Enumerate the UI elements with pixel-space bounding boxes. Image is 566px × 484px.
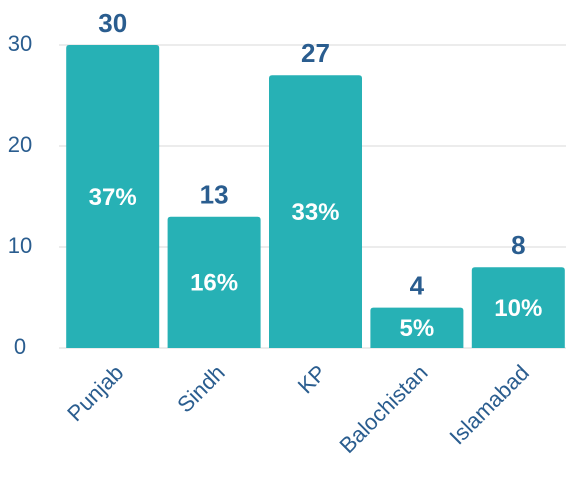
bar — [471, 267, 565, 348]
x-tick-label: Islamabad — [444, 360, 533, 449]
bar — [269, 75, 362, 349]
value-label: 13 — [200, 180, 229, 210]
y-tick-label: 30 — [8, 31, 32, 56]
bar — [167, 216, 261, 348]
bar — [370, 307, 464, 348]
y-tick-label: 10 — [8, 233, 32, 258]
value-label: 8 — [511, 230, 525, 260]
x-tick-label: Balochistan — [334, 360, 432, 458]
percent-label: 10% — [494, 295, 542, 322]
value-label: 27 — [301, 38, 330, 68]
percent-label: 16% — [190, 270, 238, 297]
y-tick-label: 0 — [14, 334, 26, 359]
y-tick-label: 20 — [8, 132, 32, 157]
percent-label: 33% — [291, 199, 339, 226]
x-tick-label: KP — [293, 360, 331, 398]
value-label: 30 — [98, 8, 127, 38]
x-tick-label: Punjab — [62, 360, 128, 426]
bar — [66, 45, 160, 348]
percent-label: 5% — [400, 315, 435, 342]
x-tick-label: Sindh — [172, 360, 229, 417]
value-label: 4 — [410, 270, 425, 300]
percent-label: 37% — [89, 184, 137, 211]
